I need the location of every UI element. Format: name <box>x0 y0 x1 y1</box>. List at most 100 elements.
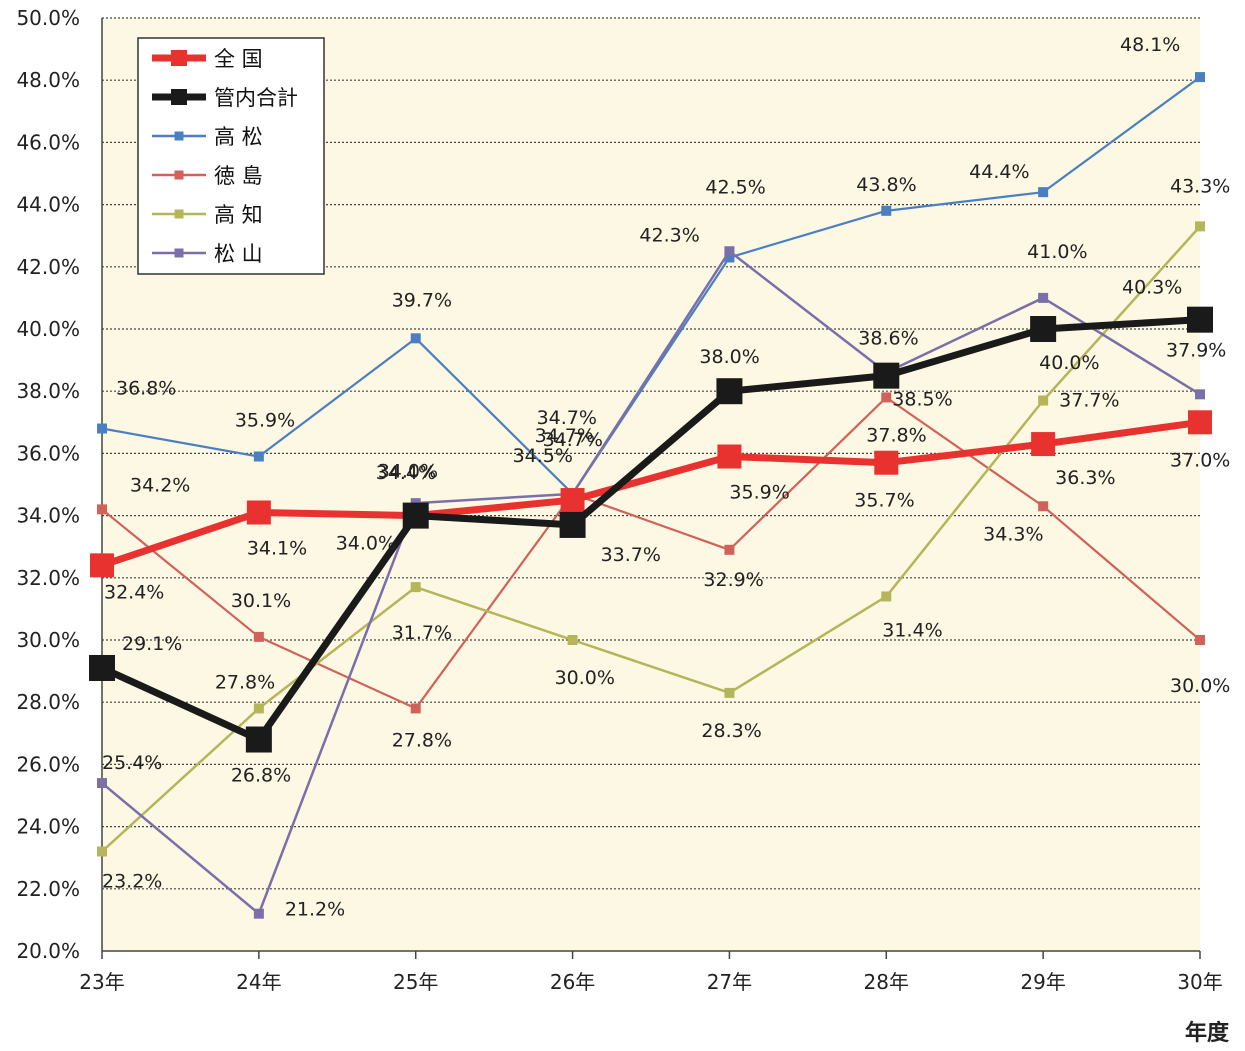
data-label: 33.7% <box>601 544 661 566</box>
data-point <box>560 488 585 513</box>
data-point <box>881 205 892 216</box>
y-tick-label: 44.0% <box>16 193 80 217</box>
data-point <box>1038 292 1049 303</box>
y-tick-label: 24.0% <box>16 815 80 839</box>
data-point <box>1038 187 1049 198</box>
data-label: 28.3% <box>701 720 761 742</box>
data-label: 30.1% <box>231 590 291 612</box>
series-line <box>101 225 1201 853</box>
data-label: 34.7% <box>537 407 597 429</box>
data-label: 36.8% <box>116 378 176 400</box>
y-tick-label: 50.0% <box>16 6 80 30</box>
y-tick-label: 46.0% <box>16 130 80 154</box>
legend-swatch-marker <box>171 89 187 105</box>
data-point <box>253 908 264 919</box>
data-label: 35.9% <box>235 410 295 432</box>
data-point <box>881 591 892 602</box>
data-point <box>90 553 114 578</box>
legend-swatch-marker <box>174 131 184 141</box>
data-label: 34.0% <box>378 461 438 483</box>
data-point <box>1187 306 1213 333</box>
data-label: 37.0% <box>1170 449 1230 471</box>
data-label: 41.0% <box>1027 241 1087 263</box>
legend-label: 高 知 <box>214 203 263 227</box>
data-label: 32.4% <box>104 581 164 603</box>
data-point <box>1188 410 1212 435</box>
data-label: 21.2% <box>285 899 345 921</box>
data-point <box>1038 501 1049 512</box>
data-point <box>1195 72 1205 83</box>
data-label: 34.0% <box>336 533 396 555</box>
data-label: 48.1% <box>1120 34 1180 56</box>
data-point <box>410 703 421 714</box>
y-tick-label: 26.0% <box>16 752 80 776</box>
data-point <box>97 504 107 515</box>
series-line <box>100 316 1201 744</box>
data-label: 40.0% <box>1039 352 1099 374</box>
data-label: 30.0% <box>1170 675 1230 697</box>
x-tick-label: 27年 <box>707 970 752 994</box>
legend-swatch-marker <box>174 170 184 180</box>
data-label: 44.4% <box>969 161 1029 183</box>
data-point <box>724 246 735 257</box>
y-tick-label: 22.0% <box>16 877 80 901</box>
data-label: 31.4% <box>882 619 942 641</box>
y-tick-label: 30.0% <box>16 628 80 652</box>
data-point <box>89 654 115 681</box>
data-label: 34.1% <box>247 537 307 559</box>
data-label: 26.8% <box>231 765 291 787</box>
legend-label: 徳 島 <box>214 164 263 188</box>
data-label: 25.4% <box>102 752 162 774</box>
data-label: 31.7% <box>392 622 452 644</box>
data-point <box>97 778 107 789</box>
data-point <box>724 252 735 263</box>
data-point <box>97 846 107 857</box>
data-label: 38.5% <box>892 389 952 411</box>
data-point <box>245 726 272 753</box>
data-label: 29.1% <box>122 633 182 655</box>
data-point <box>724 687 735 698</box>
series-line <box>100 418 1201 569</box>
gridlines <box>102 17 1200 890</box>
data-point <box>873 362 900 389</box>
data-point <box>724 544 735 555</box>
data-point <box>1195 635 1205 645</box>
data-point <box>97 423 107 434</box>
data-label: 34.4% <box>376 462 436 484</box>
data-label: 34.2% <box>130 474 190 496</box>
data-point <box>1195 389 1205 400</box>
data-label: 34.5% <box>513 445 573 467</box>
data-labels: 32.4% 34.1% 34.0% 34.5% 35.9% 35.7% 36.3% 37.0%… <box>102 34 1230 921</box>
legend-swatch-marker <box>174 209 184 219</box>
data-point <box>410 333 421 344</box>
data-label: 27.8% <box>215 671 275 693</box>
data-label: 23.2% <box>102 870 162 892</box>
data-point <box>1038 395 1049 406</box>
y-tick-label: 42.0% <box>16 255 80 279</box>
y-tick-label: 36.0% <box>16 441 80 465</box>
legend-label: 全 国 <box>214 47 263 71</box>
data-point <box>1195 221 1205 232</box>
data-point <box>410 582 421 593</box>
data-label: 27.8% <box>392 729 452 751</box>
y-tick-label: 28.0% <box>16 690 80 714</box>
data-point <box>874 450 899 475</box>
data-point <box>1031 432 1056 457</box>
series-lines <box>89 72 1213 919</box>
data-label: 34.3% <box>983 523 1043 545</box>
legend-swatch-marker <box>171 50 187 66</box>
y-tick-label: 32.0% <box>16 566 80 590</box>
data-label: 43.3% <box>1170 175 1230 197</box>
x-tick-label: 24年 <box>236 970 281 994</box>
x-tick-label: 23年 <box>79 970 124 994</box>
x-tick-label: 28年 <box>864 970 909 994</box>
data-label: 37.7% <box>1059 390 1119 412</box>
legend-label: 松 山 <box>214 242 263 266</box>
y-tick-label: 40.0% <box>16 317 80 341</box>
data-point <box>402 502 429 529</box>
x-tick-label: 25年 <box>393 970 438 994</box>
x-tick-label: 29年 <box>1020 970 1065 994</box>
